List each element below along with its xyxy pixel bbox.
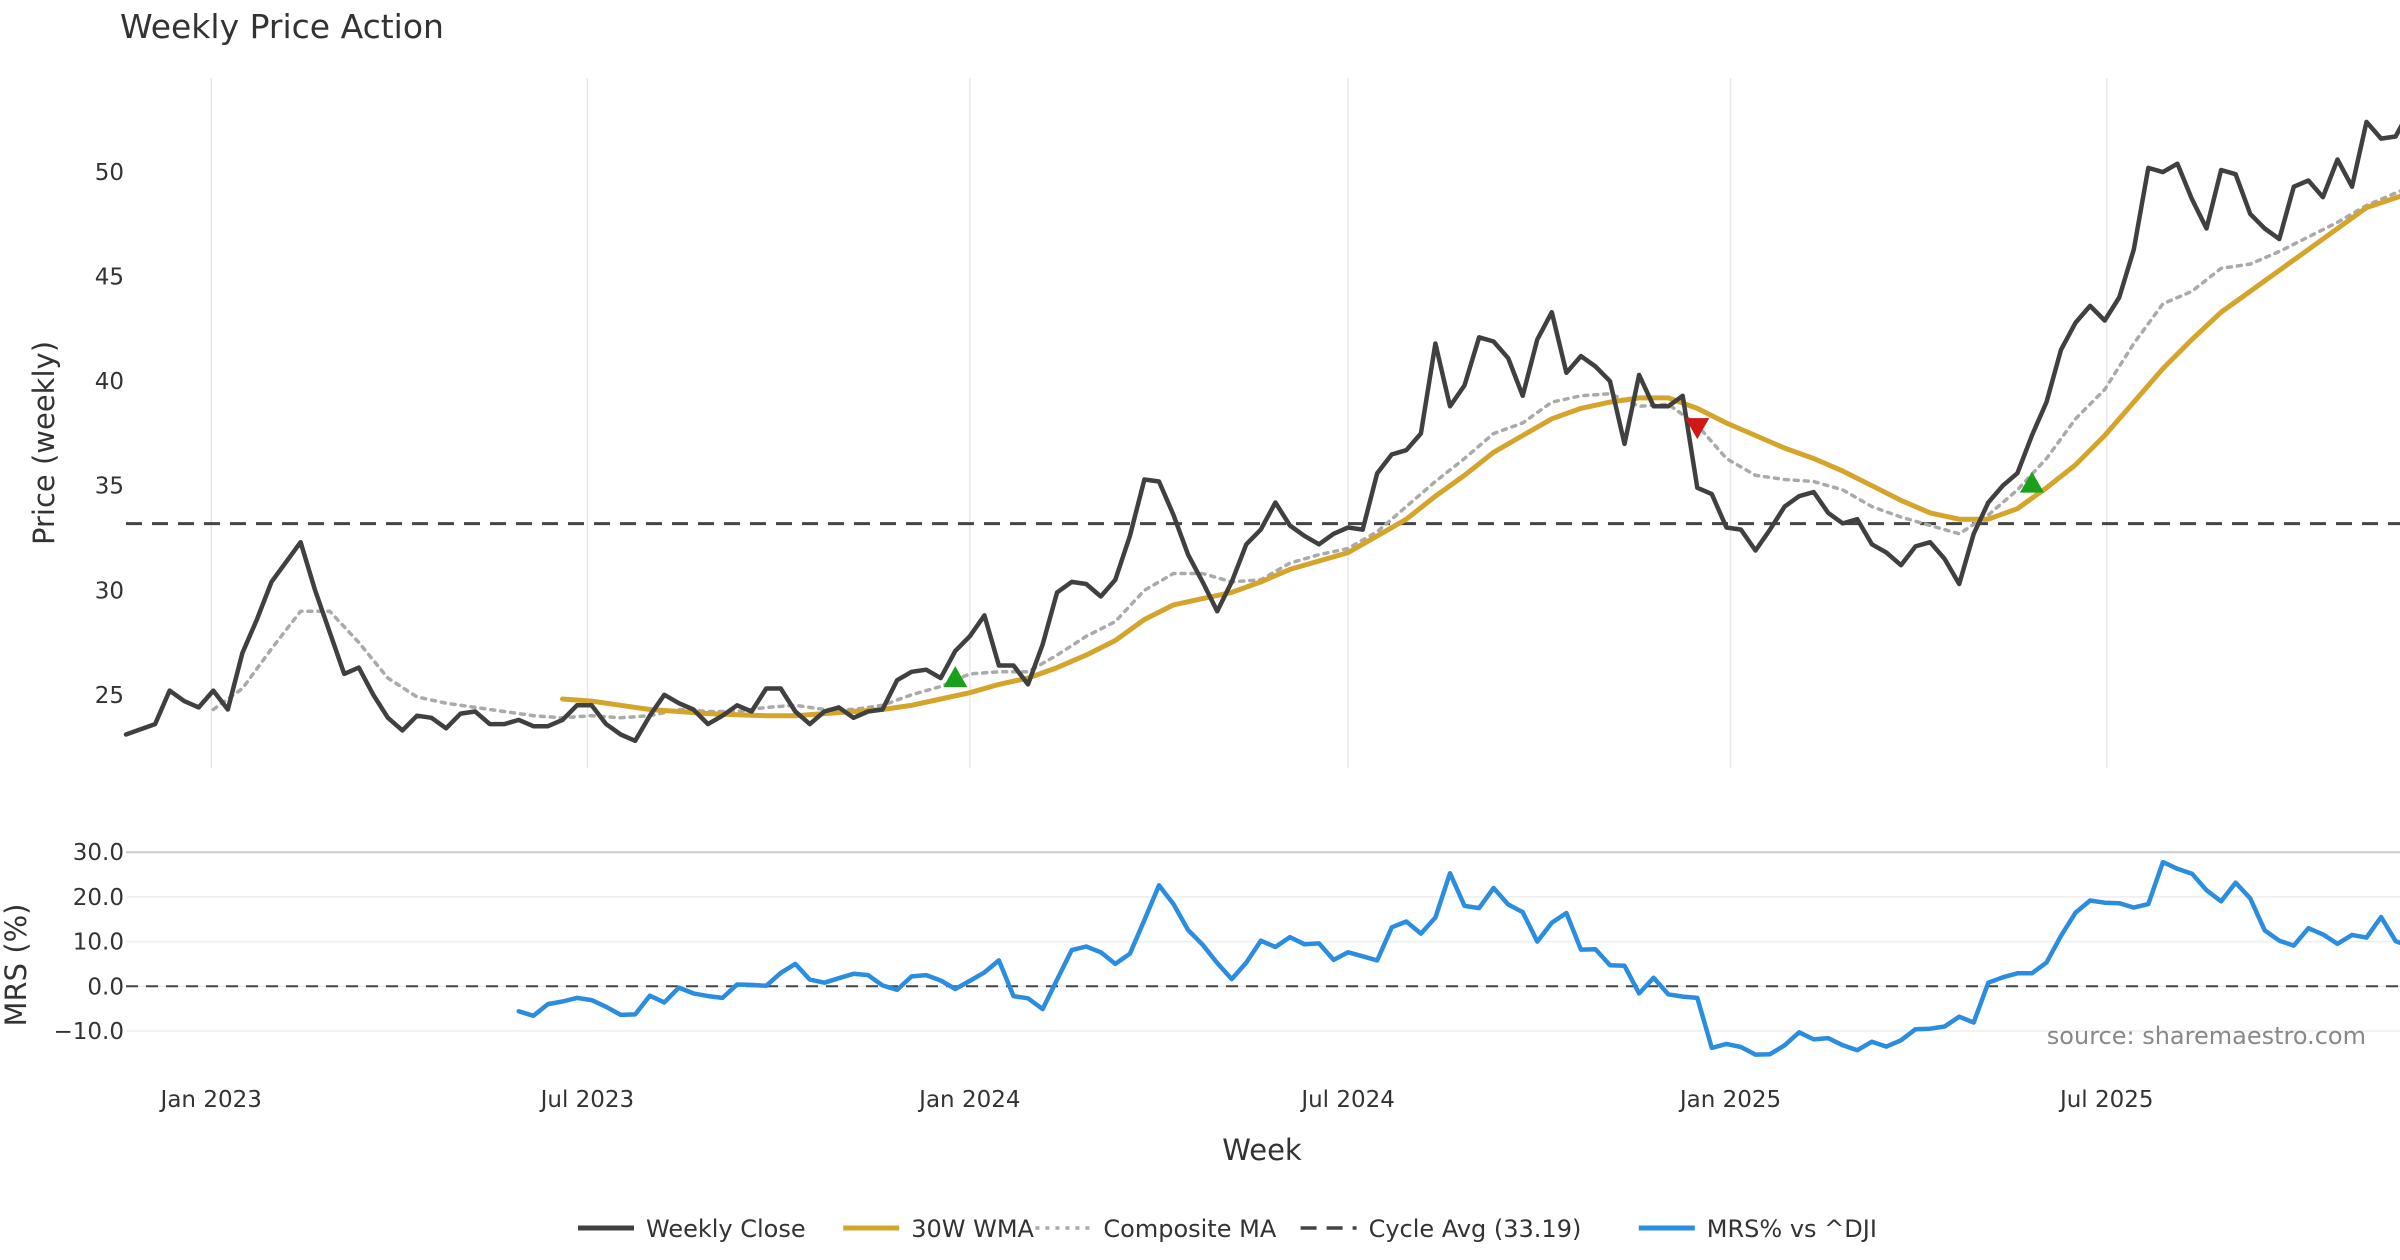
price-y-tick-label: 25 (95, 683, 124, 709)
x-tick-label: Jul 2023 (539, 1087, 635, 1113)
legend-item: Weekly Close (578, 1215, 806, 1243)
legend-item: MRS% vs ^DJI (1638, 1215, 1877, 1243)
series-composite-ma (211, 189, 2400, 720)
mrs-y-tick-label: 0.0 (87, 974, 124, 1000)
buy-signal-marker (943, 666, 968, 688)
legend-label: Weekly Close (646, 1215, 806, 1243)
legend-label: 30W WMA (911, 1215, 1034, 1243)
series-30w-wma (560, 193, 2400, 719)
mrs-y-tick-label: 20.0 (73, 885, 124, 911)
price-y-tick-label: 35 (95, 474, 124, 500)
price-y-axis-label: Price (weekly) (27, 341, 61, 545)
mrs-y-axis-label: MRS (%) (0, 904, 33, 1027)
x-axis-label: Week (1222, 1133, 1302, 1167)
price-y-tick-label: 50 (95, 160, 124, 186)
legend-label: Composite MA (1103, 1215, 1276, 1243)
mrs-y-tick-label: 30.0 (73, 840, 124, 866)
legend-item: Composite MA (1035, 1215, 1277, 1243)
legend-label: MRS% vs ^DJI (1707, 1215, 1877, 1243)
legend-item: Cycle Avg (33.19) (1300, 1215, 1582, 1243)
x-tick-label: Jul 2025 (2058, 1087, 2154, 1113)
series-mrs-vs-dji (516, 859, 2400, 1057)
x-tick-label: Jan 2023 (159, 1087, 262, 1113)
x-tick-label: Jan 2025 (1678, 1087, 1781, 1113)
sell-signal-marker (1685, 418, 1710, 440)
chart-title: Weekly Price Action (120, 7, 444, 46)
series-weekly-close (123, 119, 2400, 744)
source-note: source: sharemaestro.com (2047, 1022, 2366, 1050)
mrs-y-tick-label: 10.0 (73, 930, 124, 956)
legend-label: Cycle Avg (33.19) (1369, 1215, 1582, 1243)
price-y-tick-label: 30 (95, 578, 124, 604)
x-axis: Jan 2023 Jul 2023 Jan 2024 Jul 2024 Jan 2025… (159, 1087, 2154, 1113)
price-y-tick-label: 40 (95, 369, 124, 395)
mrs-panel: −10.0 0.0 10.0 20.0 30.0 MRS (%) (0, 840, 2400, 1057)
buy-signal-marker (2019, 471, 2044, 493)
price-panel: 25 30 35 40 45 50 Price (weekly) (27, 78, 2400, 768)
mrs-y-tick-label: −10.0 (54, 1019, 124, 1045)
legend-item: 30W WMA (843, 1215, 1035, 1243)
legend: Weekly Close 30W WMA Composite MA Cycle Avg… (578, 1215, 1877, 1243)
x-tick-label: Jul 2024 (1299, 1087, 1395, 1113)
price-y-tick-label: 45 (95, 265, 124, 291)
x-tick-label: Jan 2024 (917, 1087, 1020, 1113)
